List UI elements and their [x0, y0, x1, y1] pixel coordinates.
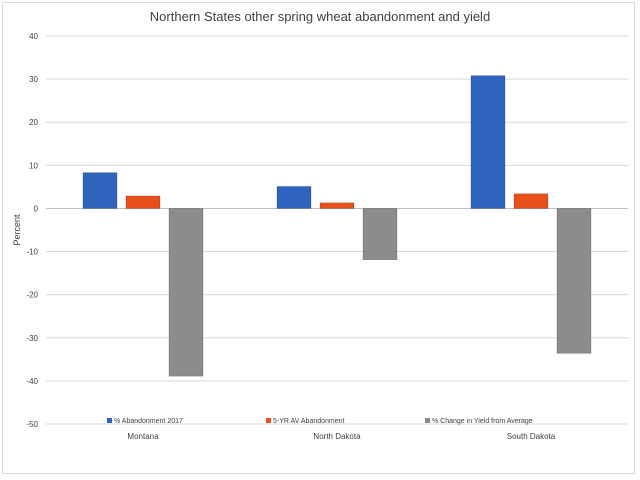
legend-label: % Abandonment 2017: [114, 418, 183, 425]
chart-frame: [2, 2, 635, 474]
legend-label: % Change in Yield from Average: [432, 418, 533, 425]
y-tick-label: 30: [29, 75, 38, 84]
y-tick-label: -50: [26, 420, 38, 429]
bar: [362, 208, 398, 260]
y-tick-label: -30: [26, 334, 38, 343]
x-category-label: Montana: [127, 432, 159, 441]
bar: [556, 208, 592, 354]
y-tick-label: -10: [26, 248, 38, 257]
y-tick-label: 20: [29, 118, 38, 127]
bar: [513, 193, 549, 209]
legend-swatch: [107, 418, 112, 423]
x-category-label: South Dakota: [507, 432, 556, 441]
y-tick-label: 10: [29, 161, 38, 170]
y-tick-label: 0: [34, 204, 39, 213]
bar: [319, 202, 355, 209]
bar: [82, 172, 118, 209]
bar: [125, 195, 161, 209]
legend: % Abandonment 2017 5-YR AV Abandonment % C…: [107, 418, 533, 425]
y-axis-label: Percent: [12, 214, 22, 246]
bar: [276, 186, 312, 209]
x-category-label: North Dakota: [313, 432, 361, 441]
legend-label: 5-YR AV Abandonment: [273, 418, 345, 425]
bar: [470, 75, 506, 209]
bar: [168, 208, 204, 377]
y-tick-label: -20: [26, 291, 38, 300]
y-tick-label: 40: [29, 32, 38, 41]
x-axis-categories: Montana North Dakota South Dakota: [127, 432, 555, 441]
legend-swatch: [266, 418, 271, 423]
chart-title: Northern States other spring wheat aband…: [150, 9, 490, 24]
y-tick-label: -40: [26, 377, 38, 386]
legend-swatch: [425, 418, 430, 423]
y-axis-ticks: 40 30 20 10 0 -10 -20 -30 -40 -50: [26, 32, 38, 429]
gridlines: [46, 35, 628, 425]
bars: [82, 75, 592, 377]
